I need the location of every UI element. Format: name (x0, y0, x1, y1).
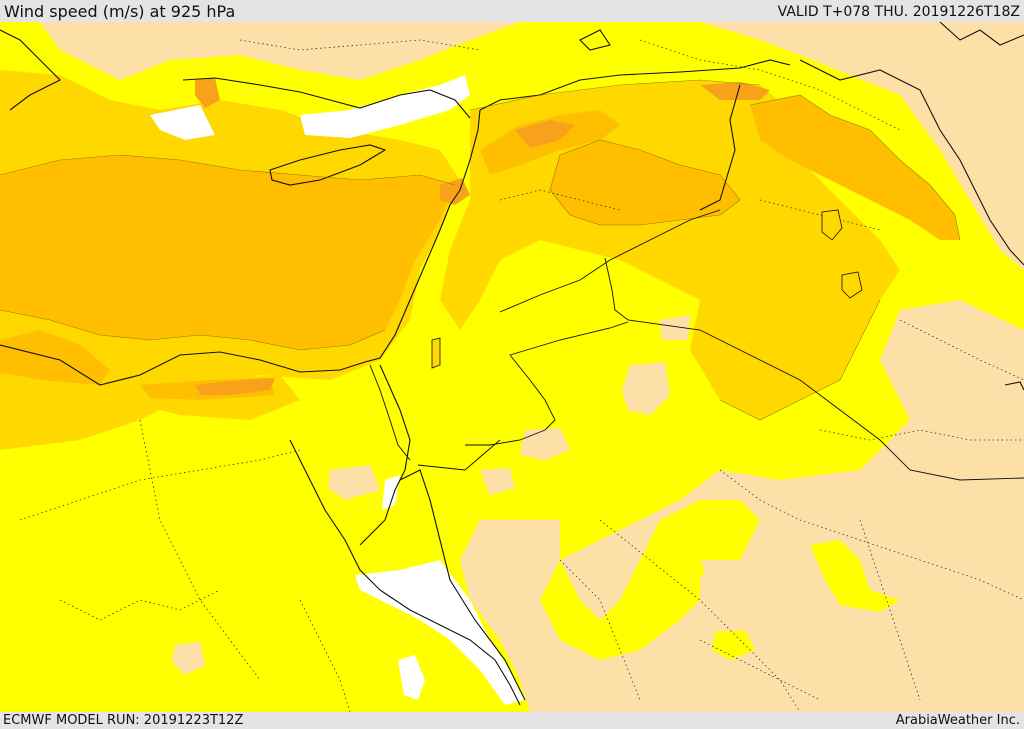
light-wind-patch (810, 540, 900, 612)
no-data-area (355, 560, 525, 705)
wind-contours (0, 79, 961, 421)
calm-pocket (622, 362, 670, 415)
calm-pocket (172, 642, 205, 675)
dead-sea (431, 337, 441, 369)
calm-pocket (328, 465, 380, 500)
fresh-wind-area (750, 95, 960, 240)
fresh-wind-area (0, 330, 110, 385)
valid-time: VALID T+078 THU. 20191226T18Z (777, 4, 1020, 20)
country-borders (369, 209, 1024, 481)
calm-pocket (520, 428, 570, 460)
strong-wind-area (195, 378, 275, 395)
no-data-area (382, 475, 400, 510)
moderate-wind-area (440, 80, 900, 420)
strong-wind-area (515, 120, 575, 148)
fresh-wind-area (550, 140, 740, 225)
strong-wind-area (195, 78, 220, 108)
wind-speed-map (0, 22, 1024, 712)
model-run-label: ECMWF MODEL RUN: 20191223T12Z (3, 713, 244, 728)
no-data-area (398, 655, 425, 700)
calm-pocket (660, 315, 690, 340)
map-title: Wind speed (m/s) at 925 hPa (4, 2, 236, 21)
no-data-area (150, 105, 215, 140)
lake-razazza (841, 271, 863, 299)
calm-pocket (480, 468, 515, 495)
light-wind-patch (670, 555, 705, 578)
brand-label: ArabiaWeather Inc. (895, 713, 1020, 728)
light-wind-patch (712, 630, 755, 660)
strong-wind-area (440, 178, 470, 205)
coastlines (0, 22, 1024, 706)
strong-wind-area (700, 82, 770, 100)
province-borders (19, 39, 1024, 712)
footer-bar: ECMWF MODEL RUN: 20191223T12Z ArabiaWeat… (0, 712, 1024, 729)
lake-tharthar (821, 209, 843, 241)
fresh-wind-area (0, 155, 455, 350)
title-bar: Wind speed (m/s) at 925 hPa VALID T+078 … (0, 0, 1024, 22)
